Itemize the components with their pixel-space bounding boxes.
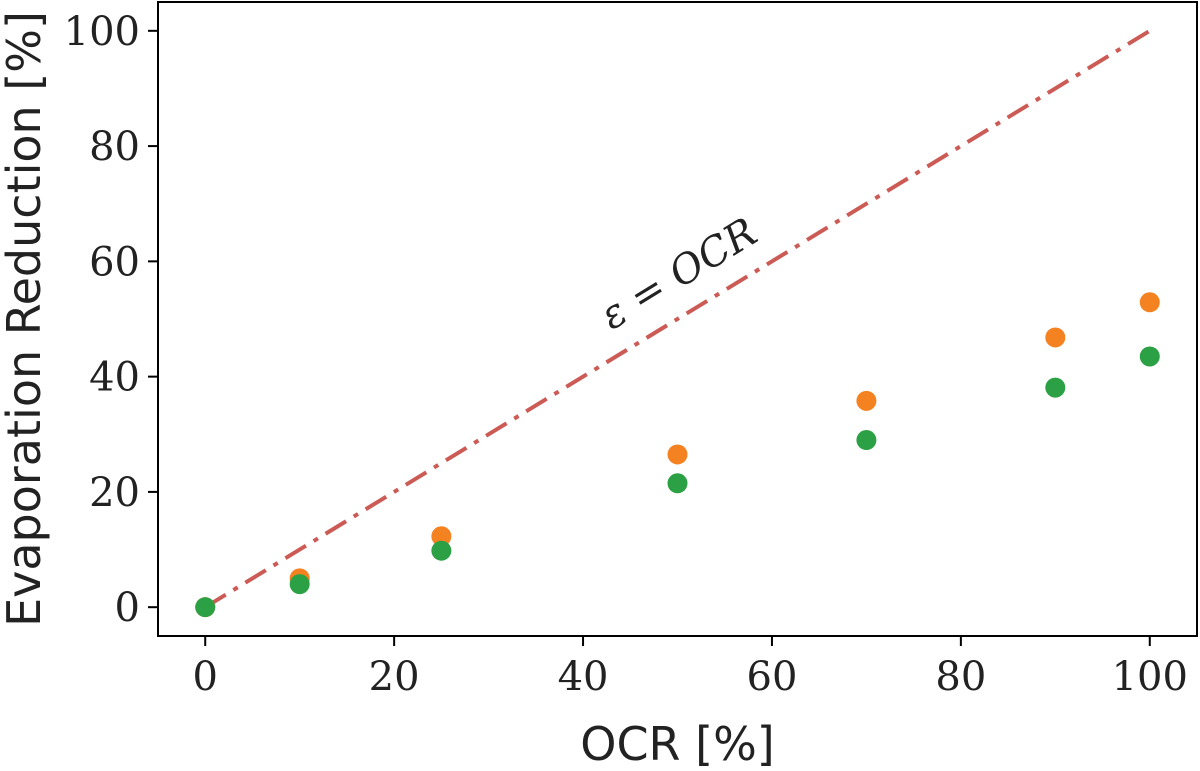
series-2-point (1045, 377, 1066, 398)
x-tick-label: 60 (747, 654, 798, 700)
y-tick-label: 80 (89, 124, 140, 170)
reference-line (204, 29, 1151, 609)
series-1-point (431, 526, 452, 547)
y-tick-label: 0 (115, 585, 140, 631)
x-tick-label: 100 (1112, 654, 1188, 700)
plot-frame (157, 1, 1198, 637)
x-tick-label: 40 (558, 654, 609, 700)
x-tick-label: 20 (369, 654, 420, 700)
series-2-point (667, 473, 688, 494)
y-tick-label: 40 (89, 355, 140, 401)
x-tick-label: 0 (193, 654, 218, 700)
y-axis-ticks: 0 20 40 60 80 100 (64, 9, 158, 631)
y-tick-label: 60 (89, 239, 140, 285)
x-axis-label: OCR [%] (580, 717, 775, 771)
series-2-point (289, 574, 310, 595)
series-2-point (195, 597, 216, 618)
series-1-point (667, 444, 688, 465)
series-1-point (1045, 327, 1066, 348)
y-tick-label: 20 (89, 470, 140, 516)
series-2-point (1139, 346, 1160, 367)
series-2-point (431, 540, 452, 561)
y-tick-label: 100 (64, 9, 140, 55)
series-1-point (1139, 292, 1160, 313)
series-2-point (856, 430, 877, 451)
x-tick-label: 80 (935, 654, 986, 700)
plot-layer: ε = OCR (195, 29, 1160, 618)
x-axis-ticks: 0 20 40 60 80 100 (193, 636, 1188, 700)
y-axis-label: Evaporation Reduction [%] (0, 11, 51, 627)
series-1-point (856, 390, 877, 411)
